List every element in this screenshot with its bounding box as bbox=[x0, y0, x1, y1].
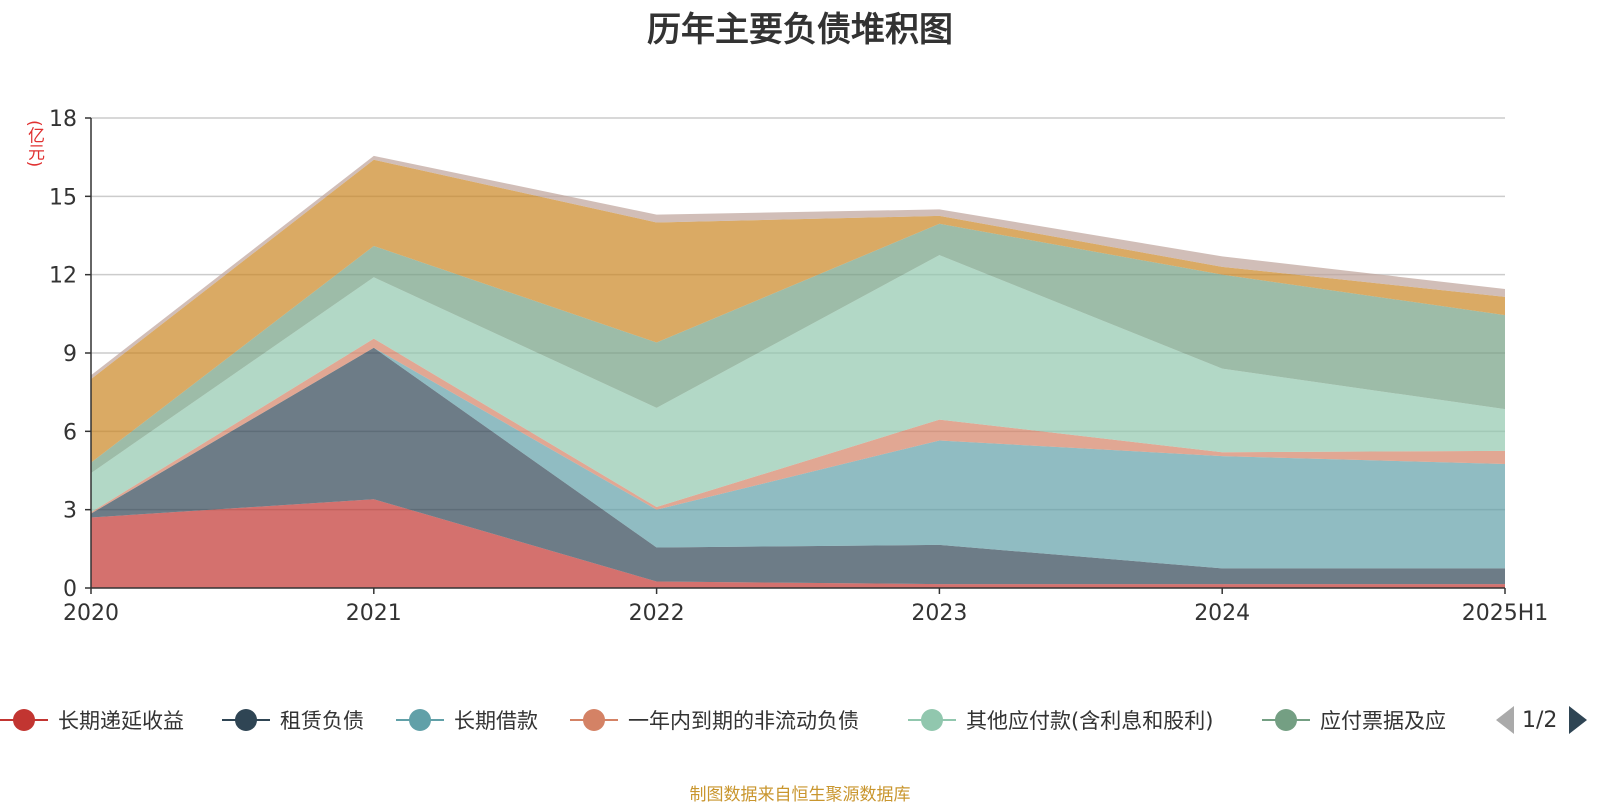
legend-label: 一年内到期的非流动负债 bbox=[628, 709, 859, 733]
legend-label: 应付票据及应 bbox=[1320, 709, 1446, 733]
legend-marker-icon bbox=[1262, 700, 1310, 740]
legend-label: 长期递延收益 bbox=[58, 709, 184, 733]
legend-item-1[interactable]: 租赁负债 bbox=[222, 700, 364, 740]
y-tick-label: 0 bbox=[63, 577, 77, 602]
x-tick-label: 2023 bbox=[911, 601, 967, 626]
area-series-2 bbox=[91, 347, 1505, 569]
legend-label: 租赁负债 bbox=[280, 709, 364, 733]
area-series bbox=[91, 155, 1505, 588]
x-tick-label: 2025H1 bbox=[1462, 601, 1549, 626]
area-series-0 bbox=[91, 499, 1505, 588]
legend-item-4[interactable]: 其他应付款(含利息和股利) bbox=[908, 700, 1213, 740]
x-tick-label: 2021 bbox=[346, 601, 402, 626]
area-series-1 bbox=[91, 347, 1505, 585]
x-tick-label: 2024 bbox=[1194, 601, 1250, 626]
area-series-5 bbox=[91, 223, 1505, 474]
y-tick-label: 18 bbox=[49, 107, 77, 132]
legend-item-3[interactable]: 一年内到期的非流动负债 bbox=[570, 700, 859, 740]
legend-label: 其他应付款(含利息和股利) bbox=[966, 709, 1214, 733]
legend-item-2[interactable]: 长期借款 bbox=[396, 700, 538, 740]
legend-marker-icon bbox=[570, 700, 618, 740]
legend-label: 长期借款 bbox=[454, 709, 538, 733]
legend: 长期递延收益 租赁负债 长期借款 一年内到期的非流动负债 其他应付款(含利息和股… bbox=[0, 700, 1600, 740]
y-axis-unit-label: (亿元) bbox=[24, 120, 44, 168]
y-tick-label: 6 bbox=[63, 420, 77, 445]
legend-marker-icon bbox=[396, 700, 444, 740]
y-tick-label: 12 bbox=[49, 264, 77, 289]
y-tick-label: 15 bbox=[49, 185, 77, 210]
stacked-area-chart: 0 3 6 9 12 15 18 2020 2021 2022 2023 2024 2025H1 bbox=[49, 107, 1548, 626]
legend-marker-icon bbox=[0, 700, 48, 740]
x-tick-label: 2020 bbox=[63, 601, 119, 626]
area-series-6 bbox=[91, 159, 1505, 463]
area-series-3 bbox=[91, 338, 1505, 514]
axes: 0 3 6 9 12 15 18 2020 2021 2022 2023 2024 2025H1 bbox=[49, 107, 1548, 626]
y-tick-label: 9 bbox=[63, 342, 77, 367]
legend-prev-page-icon[interactable] bbox=[1496, 706, 1514, 734]
chart-title: 历年主要负债堆积图 bbox=[647, 10, 953, 50]
legend-item-0[interactable]: 长期递延收益 bbox=[0, 700, 184, 740]
legend-item-5[interactable]: 应付票据及应 bbox=[1262, 700, 1446, 740]
area-series-4 bbox=[91, 255, 1505, 513]
x-tick-label: 2022 bbox=[629, 601, 685, 626]
y-tick-label: 3 bbox=[63, 499, 77, 524]
legend-next-page-icon[interactable] bbox=[1569, 706, 1588, 734]
legend-marker-icon bbox=[908, 700, 956, 740]
legend-page-indicator: 1/2 bbox=[1522, 707, 1558, 733]
legend-pager: 1/2 bbox=[1496, 700, 1588, 740]
data-source-note: 制图数据来自恒生聚源数据库 bbox=[689, 785, 911, 805]
legend-marker-icon bbox=[222, 700, 270, 740]
